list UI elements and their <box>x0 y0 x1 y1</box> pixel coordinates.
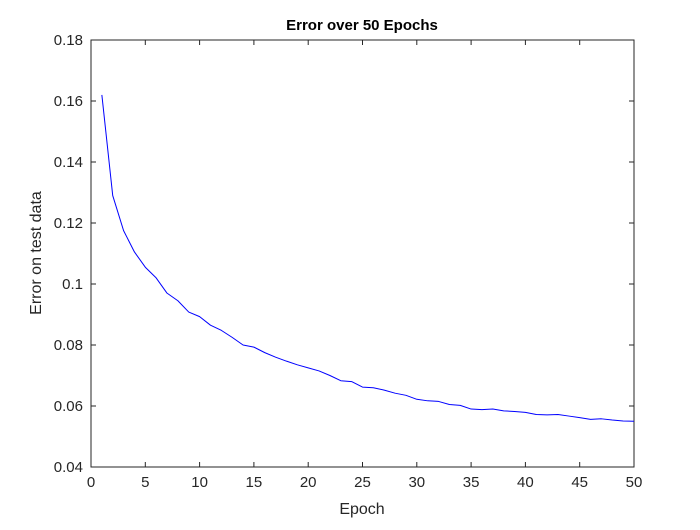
x-tick-label: 5 <box>141 474 149 491</box>
chart-title: Error over 50 Epochs <box>286 17 438 34</box>
y-tick-label: 0.14 <box>54 154 83 171</box>
y-tick-label: 0.12 <box>54 215 83 232</box>
x-tick-label: 0 <box>87 474 95 491</box>
axes-box <box>90 39 635 468</box>
x-tick-label: 40 <box>517 474 534 491</box>
x-tick-label: 20 <box>300 474 317 491</box>
y-tick-label: 0.08 <box>54 337 83 354</box>
series-line <box>101 94 635 422</box>
y-axis-label: Error on test data <box>28 191 45 315</box>
x-tick-label: 50 <box>626 474 643 491</box>
plot-area: 0 5 10 15 20 25 30 35 40 45 50 0.04 0.06 0.08 0.1 0.12 0… <box>54 32 643 491</box>
y-tick-label: 0.06 <box>54 398 83 415</box>
x-tick-label: 30 <box>408 474 425 491</box>
y-tick-label: 0.16 <box>54 93 83 110</box>
y-tick-label: 0.18 <box>54 32 83 49</box>
x-tick-label: 15 <box>246 474 263 491</box>
x-tick-label: 35 <box>463 474 480 491</box>
x-axis-label: Epoch <box>339 501 384 518</box>
x-tick-label: 45 <box>571 474 588 491</box>
y-tick-label: 0.1 <box>62 276 83 293</box>
x-tick-label: 25 <box>354 474 371 491</box>
y-tick-label: 0.04 <box>54 459 83 476</box>
x-tick-label: 10 <box>191 474 208 491</box>
